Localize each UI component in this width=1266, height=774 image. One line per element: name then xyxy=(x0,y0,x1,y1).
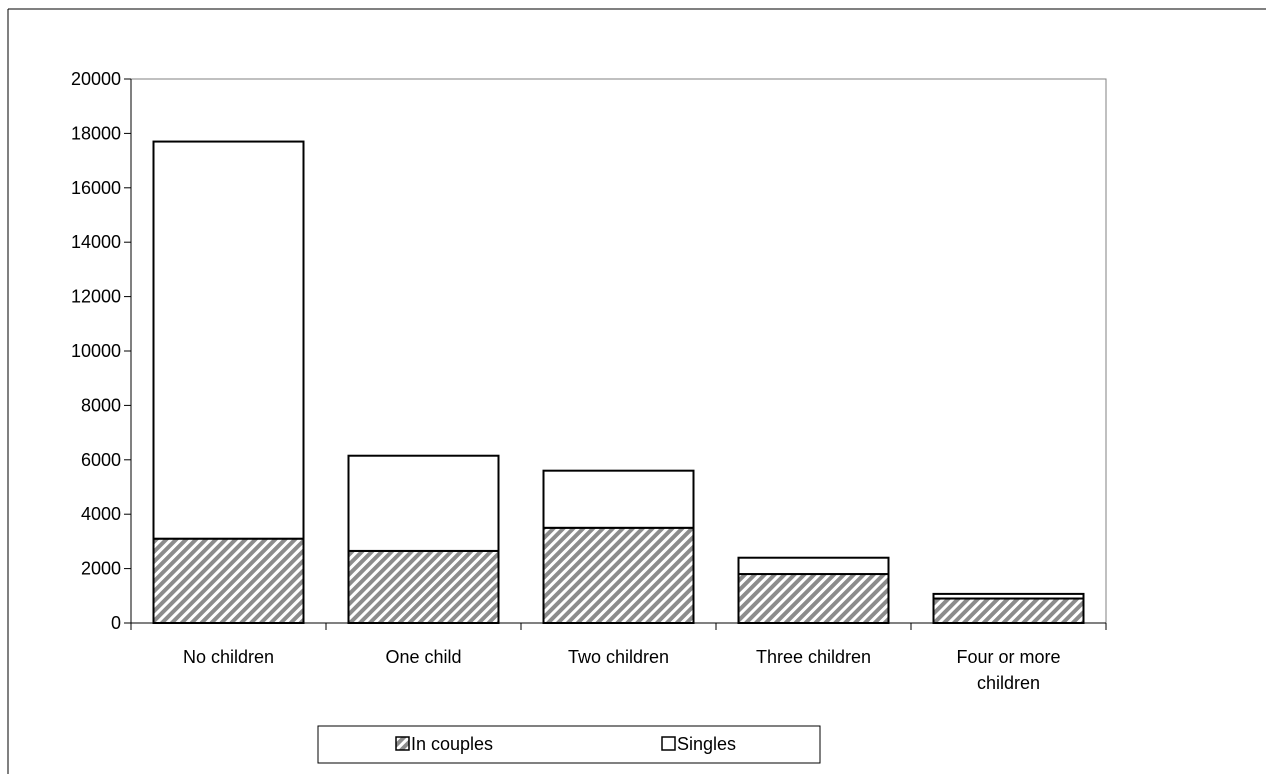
bar-singles xyxy=(347,454,500,552)
bar-singles xyxy=(932,592,1085,600)
bar-singles xyxy=(542,469,695,529)
legend-box xyxy=(317,725,821,764)
y-tick-label: 20000 xyxy=(71,69,121,89)
bar-in-couples xyxy=(542,526,695,624)
x-category-label: Two children xyxy=(568,647,669,667)
y-tick-label: 4000 xyxy=(81,504,121,524)
legend-swatch-singles xyxy=(661,736,676,751)
y-tick-label: 14000 xyxy=(71,232,121,252)
x-category-label: Four or more xyxy=(956,647,1060,667)
y-tick-label: 8000 xyxy=(81,395,121,415)
x-category-label: No children xyxy=(183,647,274,667)
bar-in-couples xyxy=(932,597,1085,625)
y-tick-label: 0 xyxy=(111,613,121,633)
x-category-label: children xyxy=(977,673,1040,693)
y-tick-label: 12000 xyxy=(71,287,121,307)
bar-in-couples xyxy=(347,549,500,624)
y-tick-label: 18000 xyxy=(71,123,121,143)
legend-swatch-in-couples xyxy=(395,736,410,751)
bars xyxy=(152,140,1085,625)
bar-singles xyxy=(737,556,890,576)
y-tick-label: 6000 xyxy=(81,450,121,470)
legend-label-in-couples: In couples xyxy=(411,734,493,754)
y-tick-label: 10000 xyxy=(71,341,121,361)
y-tick-label: 16000 xyxy=(71,178,121,198)
x-axis: No children One child Two children Three ch… xyxy=(130,622,1107,693)
bar-singles xyxy=(152,140,305,540)
legend: In couples Singles xyxy=(317,725,821,764)
y-tick-label: 2000 xyxy=(81,559,121,579)
legend-label-singles: Singles xyxy=(677,734,736,754)
y-axis: 0 2000 4000 6000 8000 10000 12000 14000 16000 180… xyxy=(71,69,132,633)
bar-in-couples xyxy=(152,537,305,624)
x-category-label: One child xyxy=(385,647,461,667)
x-category-label: Three children xyxy=(756,647,871,667)
bar-in-couples xyxy=(737,573,890,624)
